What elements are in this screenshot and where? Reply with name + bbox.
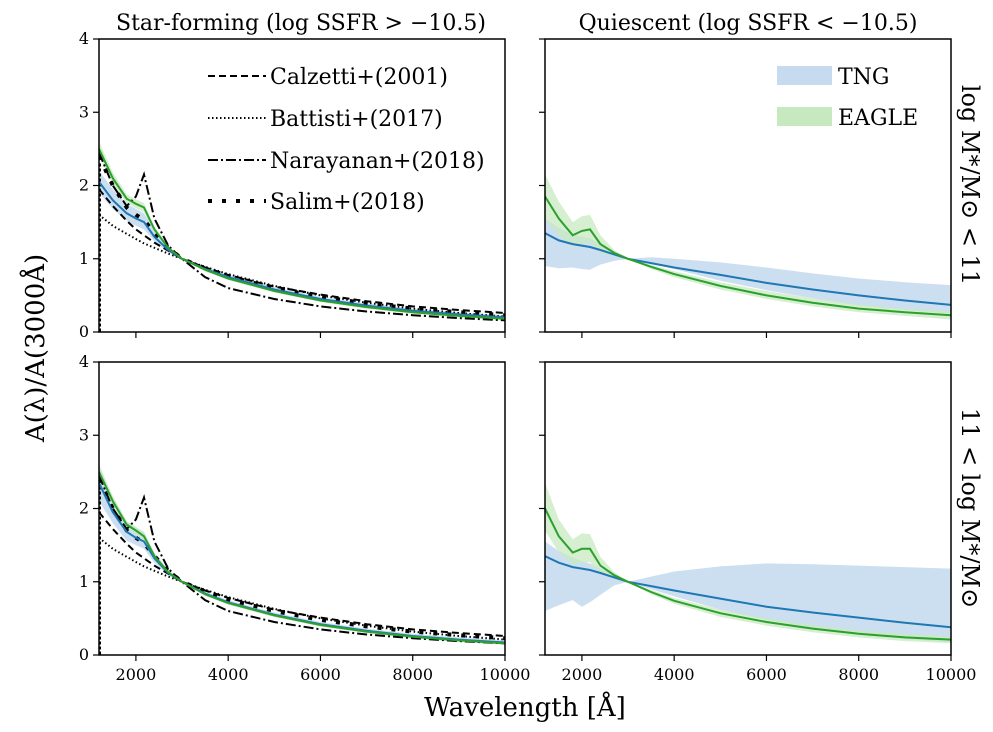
panel-r0-c1-tng-median <box>545 232 951 306</box>
panel-r0-c1-plot-area <box>545 174 951 320</box>
panel-r1-c1-xtick-label-8000: 8000 <box>838 665 879 684</box>
row-label-high-mass: 11 < log M*/M⊙ <box>956 408 984 608</box>
panel-r1-c0-ytick-label-1: 1 <box>79 572 89 591</box>
col-title-quiescent: Quiescent (log SSFR < −10.5) <box>579 11 918 36</box>
panel-r0-c0-ytick-label-3: 3 <box>79 102 89 121</box>
panel-r0-c1 <box>539 38 952 338</box>
panel-r1-c0-xtick-label-8000: 8000 <box>392 665 433 684</box>
y-axis-label: A(λ)/A(3000Å) <box>19 254 51 443</box>
legend-label-calzetti: Calzetti+(2001) <box>270 65 448 90</box>
panel-r1-c0-frame <box>98 361 506 656</box>
panel-r0-c1-tng-band <box>545 218 951 314</box>
panel-r0-c0-ref-battisti-2017 <box>99 214 505 318</box>
x-axis-label: Wavelength [Å] <box>424 691 626 723</box>
panel-r0-c0-ytick-label-2: 2 <box>79 176 89 195</box>
panel-r1-c0: 2000 4000 6000 8000 10000 0 1 2 3 4 <box>79 352 531 684</box>
panel-r1-c0-plot-area <box>99 464 505 655</box>
panel-r1-c1-plot-area <box>545 482 951 644</box>
legend-label-eagle: EAGLE <box>838 106 918 131</box>
panel-r1-c1-xtick-label-10000: 10000 <box>926 665 977 684</box>
panel-r1-c0-ytick-label-2: 2 <box>79 499 89 518</box>
legend-label-battisti: Battisti+(2017) <box>270 107 443 132</box>
legend-swatch-eagle <box>777 107 832 126</box>
panel-r1-c1-xtick-label-4000: 4000 <box>654 665 695 684</box>
legend-simulations: TNG EAGLE <box>777 65 918 131</box>
panel-r1-c0-ytick-label-4: 4 <box>79 352 89 371</box>
panel-r1-c1-xtick-label-2000: 2000 <box>562 665 603 684</box>
panel-r1-c0-xtick-label-6000: 6000 <box>300 665 341 684</box>
panel-r1-c0-ytick-label-0: 0 <box>79 645 89 664</box>
panel-r1-c0-xtick-label-2000: 2000 <box>116 665 157 684</box>
panel-r1-c1: 2000 4000 6000 8000 10000 <box>539 361 977 684</box>
panel-r0-c0: 0 1 2 3 4 <box>79 29 506 341</box>
panel-r0-c0-ytick-label-0: 0 <box>79 322 89 341</box>
panel-r1-c1-tng-median <box>545 555 951 629</box>
legend-references: Calzetti+(2001) Battisti+(2017) Narayana… <box>208 65 485 215</box>
panel-r0-c0-plot-area <box>99 141 505 332</box>
panel-r0-c0-ytick-label-4: 4 <box>79 29 89 48</box>
panels-layer: 0 1 2 3 4 2000 4000 6000 8000 10000 0 1 2 3 4 2000 4000 6… <box>79 29 977 684</box>
panel-r1-c0-tng-band <box>99 464 505 645</box>
panel-r1-c1-tng-band <box>545 541 951 643</box>
panel-r1-c1-eagle-median <box>545 508 951 641</box>
panel-r1-c0-eagle-median <box>99 471 505 645</box>
panel-r1-c0-xtick-label-4000: 4000 <box>208 665 249 684</box>
panel-r0-c0-ytick-label-1: 1 <box>79 249 89 268</box>
panel-r1-c0-ref-narayanan-2018 <box>99 475 505 645</box>
panel-r0-c1-eagle-median <box>545 195 951 317</box>
panel-r1-c0-ytick-label-3: 3 <box>79 425 89 444</box>
legend-swatch-tng <box>777 66 832 85</box>
panel-r1-c0-eagle-band <box>99 466 505 645</box>
panel-r1-c0-ref-calzetti-2001 <box>99 511 505 637</box>
panel-r0-c0-eagle-median <box>99 148 505 320</box>
legend-label-narayanan: Narayanan+(2018) <box>270 149 485 174</box>
legend-label-tng: TNG <box>838 65 890 90</box>
panel-r1-c0-ref-battisti-2017 <box>99 537 505 641</box>
panel-r1-c0-xtick-label-10000: 10000 <box>480 665 531 684</box>
legend-label-salim: Salim+(2018) <box>270 190 425 215</box>
col-title-star-forming: Star-forming (log SSFR > −10.5) <box>116 11 486 36</box>
panel-r0-c1-eagle-band <box>545 174 951 320</box>
panel-r1-c1-xtick-label-6000: 6000 <box>746 665 787 684</box>
row-label-low-mass: log M*/M⊙ < 11 <box>956 85 984 285</box>
